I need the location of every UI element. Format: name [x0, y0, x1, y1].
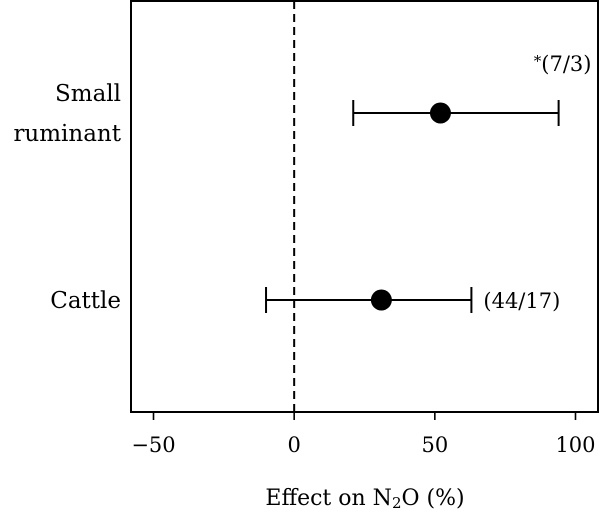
x-axis-label-prefix: Effect on N [265, 486, 392, 511]
x-axis-label-suffix: O (%) [401, 486, 464, 511]
category-label-line-1-0: Cattle [50, 288, 121, 314]
category-label-1: Cattle [50, 288, 121, 314]
x-axis-label-subscript: 2 [392, 494, 402, 512]
x-tick-label-3: 100 [555, 433, 595, 457]
category-label-line-0-1: ruminant [13, 121, 121, 147]
annotation-text-0: (7/3) [541, 52, 591, 76]
estimate-row-1: (44/17) [265, 287, 560, 313]
sample-size-annotation-1: (44/17) [483, 289, 560, 313]
effect-estimates: *(7/3) (44/17) [265, 52, 592, 313]
sample-size-annotation-0: *(7/3) [534, 52, 592, 76]
x-tick-label-0: −50 [131, 433, 175, 457]
significance-marker-0: * [534, 52, 542, 70]
x-axis-label: Effect on N2O (%) [265, 486, 464, 512]
x-tick-label-1: 0 [287, 433, 300, 457]
category-labels: Small ruminant Cattle [13, 81, 121, 314]
category-label-0: Small ruminant [13, 81, 121, 147]
x-axis-ticks: −50 0 50 100 [131, 412, 596, 457]
estimate-row-0: *(7/3) [352, 52, 592, 126]
x-tick-label-2: 50 [421, 433, 448, 457]
plot-frame [130, 0, 599, 413]
estimate-point-1 [370, 289, 392, 311]
category-label-line-0-0: Small [55, 81, 121, 107]
estimate-point-0 [429, 102, 451, 124]
